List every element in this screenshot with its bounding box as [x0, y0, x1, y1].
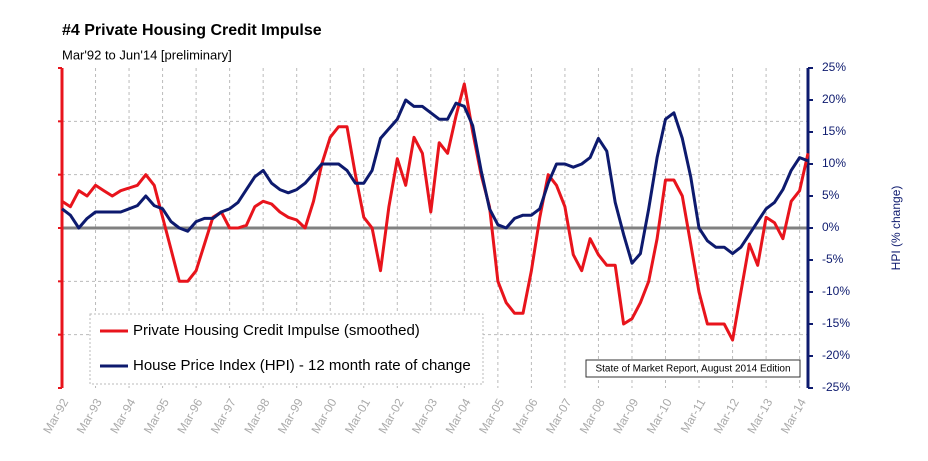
- y2-tick-label: 20%: [822, 92, 846, 106]
- x-tick-label: Mar-96: [174, 396, 205, 436]
- x-tick-label: Mar-13: [744, 396, 775, 436]
- y2-tick-label: -20%: [822, 348, 850, 362]
- x-tick-label: Mar-98: [241, 396, 272, 436]
- x-tick-label: Mar-09: [610, 396, 641, 436]
- y2-tick-label: 25%: [822, 60, 846, 74]
- x-tick-label: Mar-10: [644, 396, 675, 436]
- x-tick-label: Mar-01: [342, 396, 373, 436]
- series-line: [61, 98, 809, 265]
- x-tick-label: Mar-99: [275, 396, 306, 436]
- x-tick-label: Mar-12: [711, 396, 742, 436]
- y2-axis-label: HPI (% change): [889, 186, 903, 271]
- x-tick-label: Mar-06: [510, 396, 541, 436]
- y2-tick-label: 10%: [822, 156, 846, 170]
- y2-tick-label: 0%: [822, 220, 840, 234]
- y2-tick-label: 15%: [822, 124, 846, 138]
- series-line: [61, 82, 810, 342]
- annotation-box: [585, 359, 801, 378]
- chart-title: #4 Private Housing Credit Impulse: [62, 22, 322, 39]
- x-tick-label: Mar-94: [107, 396, 138, 436]
- x-tick-label: Mar-08: [577, 396, 608, 436]
- x-tick-label: Mar-02: [375, 396, 406, 436]
- legend-box: [89, 313, 484, 385]
- y2-tick-label: 5%: [822, 188, 840, 202]
- x-tick-label: Mar-00: [308, 396, 339, 436]
- x-tick-label: Mar-03: [409, 396, 440, 436]
- x-tick-label: Mar-97: [208, 396, 239, 436]
- y2-tick-label: -25%: [822, 380, 850, 394]
- annotation: State of Market Report, August 2014 Edit…: [595, 364, 790, 375]
- x-tick-label: Mar-04: [443, 396, 474, 436]
- y2-tick-label: -10%: [822, 284, 850, 298]
- legend-label: House Price Index (HPI) - 12 month rate …: [133, 357, 471, 374]
- x-tick-label: Mar-93: [74, 396, 105, 436]
- x-tick-label: Mar-14: [778, 396, 809, 436]
- x-tick-label: Mar-95: [141, 396, 172, 436]
- x-tick-label: Mar-11: [678, 396, 709, 435]
- legend-label: Private Housing Credit Impulse (smoothed…: [133, 322, 420, 339]
- x-tick-label: Mar-92: [40, 396, 71, 436]
- x-tick-label: Mar-07: [543, 396, 574, 436]
- y2-tick-label: -5%: [822, 252, 844, 266]
- y2-tick-label: -15%: [822, 316, 850, 330]
- chart-subtitle: Mar'92 to Jun'14 [preliminary]: [62, 47, 232, 62]
- x-tick-label: Mar-05: [476, 396, 507, 436]
